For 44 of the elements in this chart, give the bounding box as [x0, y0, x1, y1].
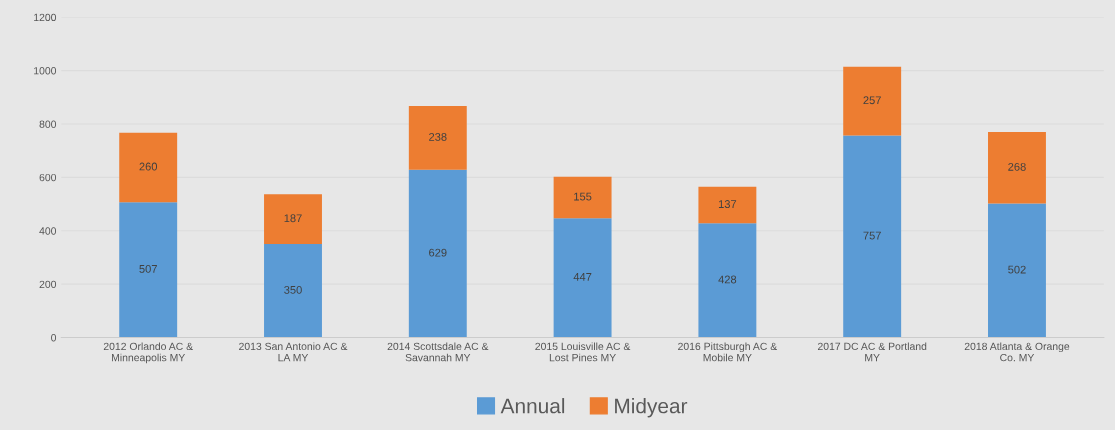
bar — [119, 132, 178, 203]
y-tick-label: 200 — [39, 280, 57, 289]
data-label: 260 — [139, 162, 158, 171]
y-tick-label: 600 — [39, 173, 57, 182]
bar — [843, 66, 902, 136]
y-tick-label: 400 — [39, 227, 57, 235]
legend-label: Annual — [500, 398, 565, 414]
data-label: 757 — [863, 231, 881, 240]
bar — [553, 218, 612, 338]
x-tick-label: 2017 DC AC & Portland MY — [817, 342, 927, 362]
bar — [843, 135, 902, 338]
bar — [408, 169, 467, 338]
data-label: 238 — [429, 132, 447, 141]
data-label: 447 — [573, 273, 592, 281]
bar — [408, 106, 467, 170]
bar — [988, 203, 1046, 338]
x-tick-label: 2012 Orlando AC & Minneapolis MY — [103, 342, 193, 364]
data-label: 350 — [284, 285, 302, 294]
bar — [553, 176, 612, 219]
data-label: 268 — [1008, 162, 1026, 171]
data-label: 187 — [284, 214, 302, 223]
bar — [698, 223, 757, 338]
bar — [119, 202, 178, 338]
data-label: 507 — [139, 264, 157, 273]
x-tick-label: 2014 Scottsdale AC & Savannah MY — [387, 342, 489, 362]
bar — [264, 244, 322, 338]
data-label: 257 — [863, 96, 881, 105]
data-label: 629 — [429, 248, 447, 257]
data-label: 137 — [718, 200, 737, 208]
y-tick-label: 1200 — [34, 13, 57, 22]
legend-label: Midyear — [615, 398, 688, 418]
bar — [698, 186, 757, 224]
x-tick-label: 2016 Pittsburgh AC & Mobile MY — [678, 342, 778, 362]
x-tick-label: 2015 Louisville AC & Lost Pines MY — [535, 342, 631, 362]
x-tick-label: 2013 San Antonio AC & LA MY — [239, 342, 348, 362]
x-tick-label: 2018 Atlanta & Orange Co. MY — [964, 342, 1070, 362]
y-tick-label: 800 — [39, 120, 57, 128]
y-tick-label: 1000 — [34, 67, 57, 75]
y-tick-label: 0 — [51, 334, 57, 342]
bar — [988, 131, 1046, 204]
bar — [264, 194, 322, 245]
data-label: 502 — [1008, 265, 1026, 274]
data-label: 155 — [574, 192, 592, 201]
data-label: 428 — [718, 275, 737, 284]
